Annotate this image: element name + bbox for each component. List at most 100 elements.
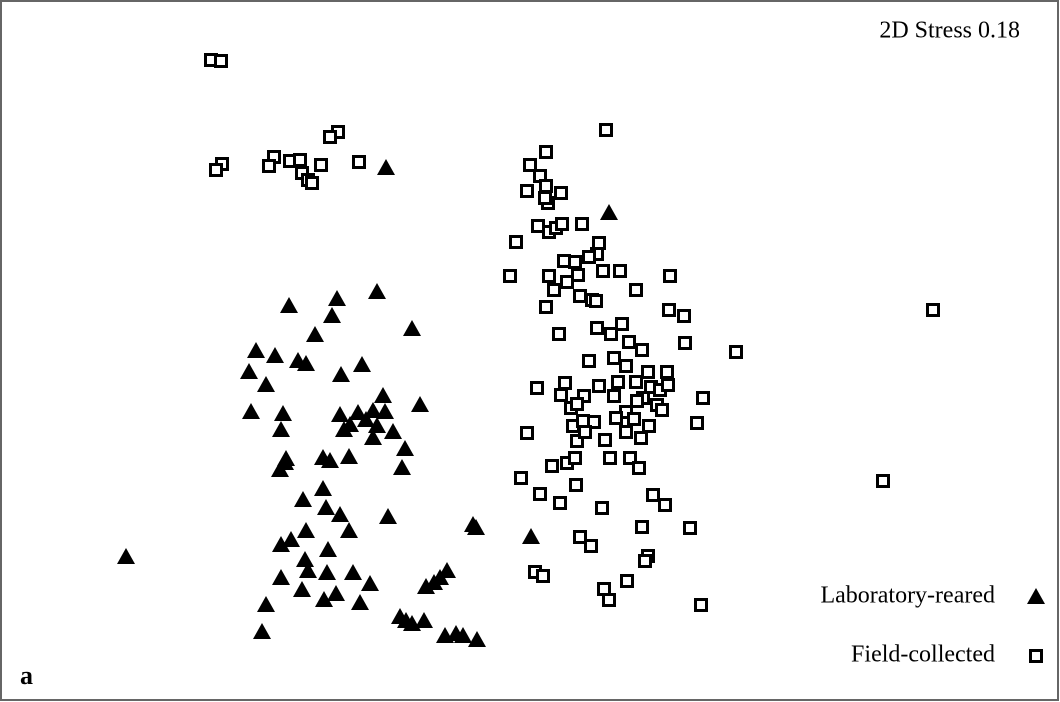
square-marker	[530, 381, 544, 395]
square-marker	[655, 403, 669, 417]
square-marker	[597, 582, 611, 596]
square-marker	[587, 415, 601, 429]
square-marker	[678, 336, 692, 350]
square-marker	[629, 375, 643, 389]
square-marker	[603, 451, 617, 465]
square-marker	[595, 501, 609, 515]
square-marker	[554, 186, 568, 200]
square-marker	[578, 425, 592, 439]
square-marker	[323, 130, 337, 144]
square-marker	[538, 191, 552, 205]
square-marker	[599, 123, 613, 137]
square-marker	[876, 474, 890, 488]
square-marker	[622, 335, 636, 349]
triangle-marker	[600, 204, 618, 220]
square-marker	[661, 378, 675, 392]
square-marker	[262, 159, 276, 173]
square-marker	[555, 217, 569, 231]
triangle-marker	[522, 528, 540, 544]
square-marker	[596, 264, 610, 278]
square-marker	[663, 269, 677, 283]
square-marker	[547, 283, 561, 297]
triangle-marker	[364, 429, 382, 445]
square-marker	[552, 327, 566, 341]
square-marker	[573, 530, 587, 544]
square-marker	[545, 459, 559, 473]
square-marker	[557, 254, 571, 268]
square-marker	[602, 593, 616, 607]
square-marker	[209, 163, 223, 177]
triangle-marker	[417, 578, 435, 594]
square-marker	[560, 275, 574, 289]
panel-label: a	[20, 661, 33, 690]
triangle-marker	[253, 623, 271, 639]
square-marker	[568, 451, 582, 465]
triangle-marker	[357, 411, 375, 427]
square-marker	[632, 461, 646, 475]
square-marker	[677, 309, 691, 323]
triangle-marker	[368, 417, 386, 433]
triangle-marker	[296, 551, 314, 567]
triangle-marker	[384, 423, 402, 439]
triangle-marker	[467, 519, 485, 535]
square-marker	[503, 269, 517, 283]
triangle-marker	[364, 402, 382, 418]
triangle-marker	[299, 562, 317, 578]
square-marker	[619, 359, 633, 373]
triangle-marker	[271, 461, 289, 477]
legend-label: Field-collected	[851, 642, 995, 668]
square-marker	[589, 294, 603, 308]
triangle-marker	[344, 564, 362, 580]
square-marker	[539, 300, 553, 314]
square-marker	[539, 179, 553, 193]
square-marker	[619, 425, 633, 439]
triangle-marker	[379, 508, 397, 524]
square-marker	[570, 397, 584, 411]
square-marker	[214, 54, 228, 68]
triangle-marker	[282, 531, 300, 547]
triangle-marker	[340, 522, 358, 538]
square-marker	[520, 426, 534, 440]
triangle-marker	[468, 631, 486, 647]
triangle-marker	[242, 403, 260, 419]
triangle-marker	[353, 356, 371, 372]
triangle-marker	[403, 615, 421, 631]
triangle-marker	[331, 406, 349, 422]
triangle-marker	[266, 347, 284, 363]
square-marker	[623, 451, 637, 465]
triangle-marker	[297, 355, 315, 371]
triangle-marker	[293, 581, 311, 597]
square-marker	[604, 327, 618, 341]
square-marker	[635, 343, 649, 357]
square-marker	[729, 345, 743, 359]
triangle-marker	[272, 421, 290, 437]
square-marker	[576, 414, 590, 428]
square-marker	[609, 411, 623, 425]
square-marker	[568, 255, 582, 269]
triangle-marker	[393, 459, 411, 475]
square-marker	[293, 153, 307, 167]
triangle-marker	[415, 612, 433, 628]
square-marker	[646, 488, 660, 502]
square-marker	[641, 365, 655, 379]
square-marker	[509, 235, 523, 249]
square-marker	[627, 412, 641, 426]
triangle-marker	[335, 421, 353, 437]
square-marker	[573, 289, 587, 303]
square-marker	[607, 351, 621, 365]
triangle-marker	[403, 320, 421, 336]
triangle-marker	[368, 283, 386, 299]
square-marker	[635, 520, 649, 534]
triangle-marker	[327, 585, 345, 601]
square-marker	[314, 158, 328, 172]
square-marker	[582, 250, 596, 264]
square-marker	[607, 389, 621, 403]
triangle-marker	[377, 159, 395, 175]
square-marker	[620, 574, 634, 588]
triangle-marker	[117, 548, 135, 564]
square-marker	[554, 388, 568, 402]
triangle-marker	[323, 307, 341, 323]
square-marker	[638, 554, 652, 568]
